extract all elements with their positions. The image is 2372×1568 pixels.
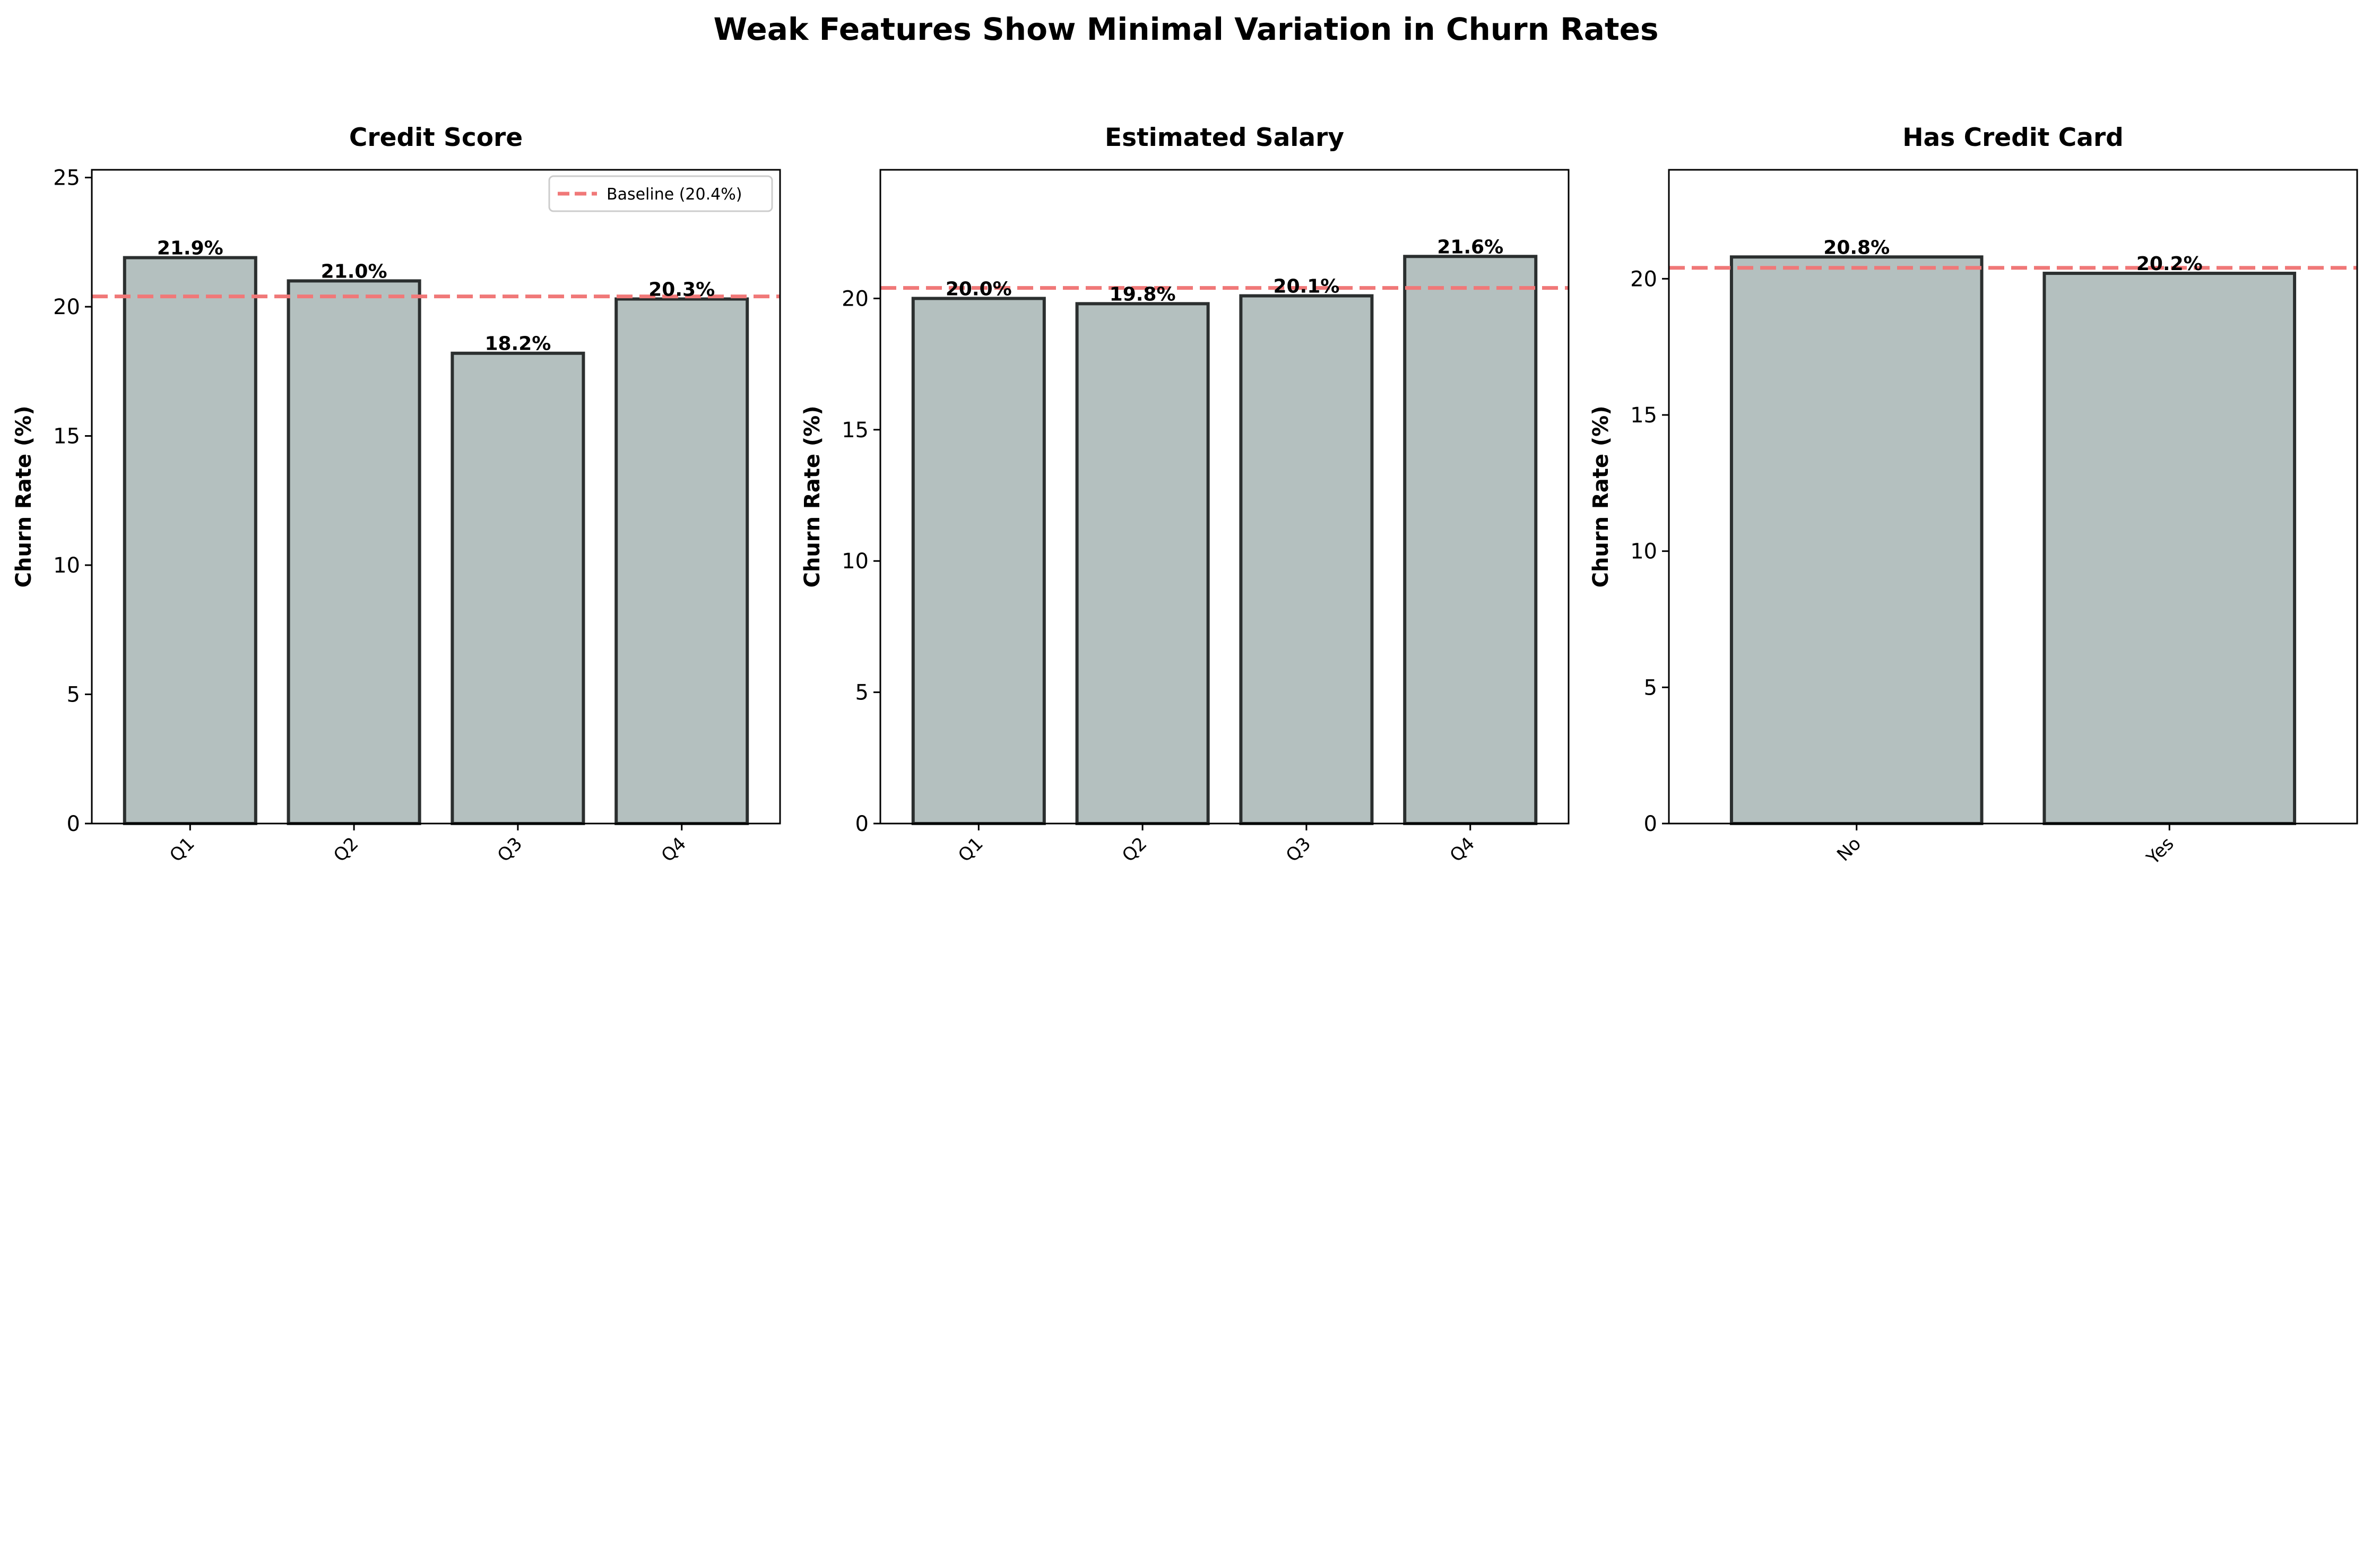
x-tick-label: Q2: [1118, 833, 1152, 867]
y-tick-label: 15: [1630, 403, 1657, 428]
x-tick-label: Q4: [657, 833, 691, 867]
data-label: 21.6%: [1437, 236, 1503, 258]
y-tick-label: 10: [842, 549, 869, 574]
y-tick-label: 10: [53, 553, 80, 578]
legend-box: [548, 175, 773, 212]
x-tick-label: Q1: [954, 833, 988, 867]
bar-q1: [911, 297, 1046, 825]
panel-title: Credit Score: [349, 123, 523, 152]
panel-2: 20.0% 19.8% 20.1% 21.6% 0 5 10 15 20 Q1 Q2 Q3 Q4 Esti…: [800, 123, 1570, 867]
x-tick-label: No: [1833, 833, 1865, 865]
legend-label: Baseline (20.4%): [607, 185, 742, 204]
bar-no: [1729, 255, 1984, 825]
y-tick-label: 15: [53, 425, 80, 449]
axes-frame: [1668, 169, 2358, 825]
legend: Baseline (20.4%): [548, 175, 773, 212]
bar-q1: [123, 256, 257, 826]
panel-1: 21.9% 21.0% 18.2% 20.3% 0 5 10 15 20 25 Q1 Q2 Q3 Q4 Cr…: [12, 123, 781, 867]
panel-3: 20.8% 20.2% 0 5 10 15 20 No Yes Has Credit Card Ch…: [1589, 123, 2358, 869]
bar-q2: [287, 279, 421, 825]
bar-q3: [1239, 294, 1374, 825]
panel-title: Has Credit Card: [1902, 123, 2124, 152]
x-tick-label: Q2: [330, 833, 363, 867]
y-tick-label: 5: [855, 681, 869, 705]
x-tick-label: Q1: [166, 833, 199, 867]
y-tick-label: 5: [67, 683, 80, 707]
y-tick-label: 0: [1644, 812, 1657, 836]
data-label: 20.8%: [1823, 237, 1890, 258]
chart-panels: 21.9% 21.0% 18.2% 20.3% 0 5 10 15 20 25 Q1 Q2 Q3 Q4 Cr…: [12, 123, 2358, 869]
data-label: 20.3%: [648, 279, 715, 300]
data-label: 20.2%: [2136, 253, 2203, 275]
y-tick-label: 0: [855, 812, 869, 836]
y-tick-label: 10: [1630, 540, 1657, 564]
y-axis-label: Churn Rate (%): [12, 405, 36, 587]
data-label: 21.9%: [157, 238, 223, 259]
y-tick-label: 20: [1630, 267, 1657, 291]
bar-q3: [451, 351, 585, 825]
y-tick-label: 20: [842, 287, 869, 311]
bar-yes: [2042, 272, 2297, 825]
y-tick-label: 20: [53, 295, 80, 319]
data-label: 21.0%: [321, 261, 387, 282]
y-tick-label: 25: [53, 166, 80, 190]
x-tick-label: Q3: [1282, 833, 1315, 867]
x-tick-label: Yes: [2142, 833, 2178, 869]
y-tick-label: 15: [842, 418, 869, 443]
data-label: 20.0%: [946, 278, 1012, 300]
data-label: 18.2%: [484, 333, 551, 355]
bar-q2: [1075, 302, 1210, 825]
x-tick-label: Q4: [1446, 833, 1479, 867]
bar-q4: [614, 297, 749, 825]
panel-title: Estimated Salary: [1105, 123, 1344, 152]
data-label: 20.1%: [1273, 275, 1339, 297]
axes-frame: [879, 169, 1570, 825]
bar-q4: [1403, 255, 1538, 825]
x-tick-label: Q3: [494, 833, 527, 867]
y-tick-label: 5: [1644, 675, 1657, 700]
data-label: 19.8%: [1110, 283, 1176, 305]
axes-frame: [91, 169, 781, 825]
y-tick-label: 0: [67, 812, 80, 836]
y-axis-label: Churn Rate (%): [1589, 405, 1613, 587]
y-axis-label: Churn Rate (%): [800, 405, 825, 587]
figure-title: Weak Features Show Minimal Variation in …: [713, 11, 1658, 47]
